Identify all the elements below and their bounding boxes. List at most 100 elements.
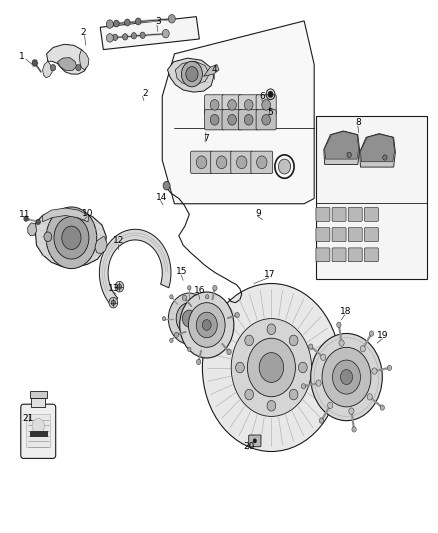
Text: 13: 13 — [108, 284, 119, 293]
Polygon shape — [95, 237, 107, 254]
Text: 9: 9 — [255, 209, 261, 218]
Circle shape — [289, 335, 298, 346]
Circle shape — [124, 19, 130, 26]
Circle shape — [267, 400, 276, 411]
Circle shape — [170, 338, 173, 343]
Circle shape — [316, 380, 321, 386]
Text: 14: 14 — [155, 193, 167, 202]
Text: 5: 5 — [268, 108, 273, 117]
FancyBboxPatch shape — [205, 110, 225, 130]
Circle shape — [298, 362, 307, 373]
Polygon shape — [325, 132, 359, 159]
Text: 18: 18 — [340, 307, 351, 316]
Circle shape — [168, 293, 210, 344]
Text: 15: 15 — [176, 268, 187, 276]
Circle shape — [372, 368, 377, 374]
Polygon shape — [46, 44, 88, 74]
Circle shape — [162, 317, 166, 321]
Circle shape — [202, 284, 340, 451]
Text: 17: 17 — [264, 270, 276, 279]
FancyBboxPatch shape — [21, 404, 56, 458]
FancyBboxPatch shape — [205, 95, 225, 115]
Text: 4: 4 — [212, 66, 217, 74]
Polygon shape — [28, 223, 36, 236]
Polygon shape — [360, 134, 395, 162]
Circle shape — [228, 115, 237, 125]
Circle shape — [188, 303, 225, 348]
Circle shape — [380, 405, 385, 410]
Circle shape — [197, 359, 201, 365]
Text: 10: 10 — [82, 209, 94, 218]
Text: 8: 8 — [356, 118, 362, 127]
Polygon shape — [324, 131, 360, 165]
Circle shape — [262, 100, 271, 110]
Circle shape — [140, 32, 145, 38]
Circle shape — [245, 389, 254, 400]
Bar — [316, 116, 427, 279]
Text: 21: 21 — [22, 414, 33, 423]
Circle shape — [236, 362, 244, 373]
Circle shape — [213, 317, 216, 321]
Bar — [30, 391, 46, 398]
Circle shape — [339, 340, 344, 346]
Circle shape — [337, 322, 341, 327]
Circle shape — [227, 350, 231, 354]
FancyBboxPatch shape — [239, 95, 259, 115]
Circle shape — [44, 232, 52, 241]
Circle shape — [205, 295, 209, 299]
Circle shape — [180, 292, 234, 358]
Circle shape — [196, 312, 217, 338]
FancyBboxPatch shape — [251, 151, 273, 173]
Circle shape — [113, 20, 119, 27]
Circle shape — [182, 310, 196, 327]
Circle shape — [113, 34, 118, 41]
Polygon shape — [42, 61, 52, 78]
Polygon shape — [42, 208, 89, 222]
Circle shape — [117, 284, 122, 289]
Circle shape — [196, 156, 207, 168]
Circle shape — [32, 60, 37, 66]
Circle shape — [115, 281, 124, 292]
FancyBboxPatch shape — [231, 151, 253, 173]
Circle shape — [231, 319, 311, 416]
Polygon shape — [167, 58, 214, 92]
FancyBboxPatch shape — [364, 228, 378, 241]
Circle shape — [247, 338, 295, 397]
FancyBboxPatch shape — [249, 435, 261, 447]
Circle shape — [174, 332, 179, 337]
Circle shape — [210, 100, 219, 110]
Bar — [31, 398, 45, 407]
Circle shape — [245, 335, 254, 346]
Circle shape — [311, 334, 382, 421]
Circle shape — [135, 18, 141, 25]
FancyBboxPatch shape — [222, 95, 242, 115]
Text: 2: 2 — [81, 28, 86, 37]
Circle shape — [32, 418, 44, 433]
Text: 7: 7 — [203, 134, 209, 143]
Circle shape — [244, 100, 253, 110]
Polygon shape — [79, 50, 89, 70]
Circle shape — [210, 115, 219, 125]
Circle shape — [36, 219, 40, 224]
Circle shape — [109, 297, 118, 308]
Polygon shape — [175, 61, 209, 85]
Circle shape — [123, 34, 128, 40]
Circle shape — [106, 20, 113, 28]
Circle shape — [301, 384, 306, 389]
Polygon shape — [162, 21, 314, 204]
Circle shape — [176, 303, 202, 335]
Circle shape — [340, 369, 353, 384]
Circle shape — [205, 338, 209, 343]
Circle shape — [279, 159, 290, 174]
Circle shape — [187, 348, 191, 352]
Polygon shape — [35, 209, 106, 268]
Circle shape — [131, 33, 137, 39]
Circle shape — [163, 181, 170, 190]
Circle shape — [182, 295, 187, 301]
Circle shape — [244, 115, 253, 125]
Circle shape — [360, 345, 365, 352]
Circle shape — [216, 156, 227, 168]
FancyBboxPatch shape — [316, 207, 330, 221]
Circle shape — [181, 61, 202, 87]
FancyBboxPatch shape — [316, 248, 330, 262]
